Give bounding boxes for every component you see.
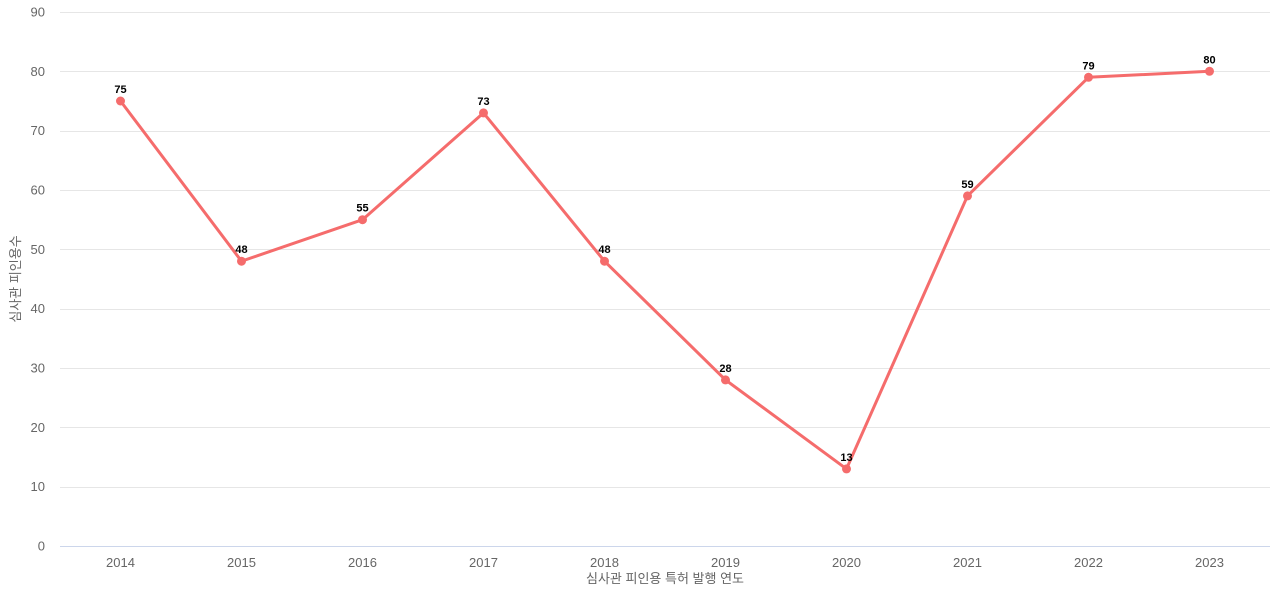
y-tick-label: 70 <box>31 123 45 138</box>
y-tick-label: 20 <box>31 420 45 435</box>
data-point-marker[interactable] <box>358 215 367 225</box>
x-axis-title: 심사관 피인용 특허 발행 연도 <box>586 571 744 586</box>
y-tick-label: 90 <box>31 5 45 20</box>
data-label: 48 <box>598 244 610 256</box>
y-tick-label: 60 <box>31 183 45 198</box>
y-tick-label: 40 <box>31 301 45 316</box>
data-point-marker[interactable] <box>479 108 488 118</box>
x-tick-label: 2017 <box>469 555 498 570</box>
data-point-marker[interactable] <box>842 464 851 474</box>
x-tick-label: 2016 <box>348 555 377 570</box>
data-point-marker[interactable] <box>116 96 125 106</box>
x-tick-label: 2022 <box>1074 555 1103 570</box>
x-tick-label: 2020 <box>832 555 861 570</box>
y-axis-title: 심사관 피인용수 <box>8 235 23 322</box>
x-tick-label: 2018 <box>590 555 619 570</box>
data-label: 28 <box>719 363 731 375</box>
y-tick-label: 0 <box>38 539 45 554</box>
x-tick-label: 2021 <box>953 555 982 570</box>
y-tick-label: 50 <box>31 242 45 257</box>
data-point-marker[interactable] <box>600 256 609 266</box>
data-label: 73 <box>477 96 489 108</box>
data-label: 79 <box>1082 60 1094 72</box>
data-point-marker[interactable] <box>721 375 730 385</box>
data-label: 13 <box>840 452 852 464</box>
x-tick-label: 2014 <box>106 555 135 570</box>
y-tick-label: 10 <box>31 479 45 494</box>
series-line <box>119 69 1211 471</box>
y-tick-label: 30 <box>31 361 45 376</box>
data-labels: 75 48 55 73 48 28 13 59 79 80 <box>114 54 1215 464</box>
data-label: 48 <box>235 244 247 256</box>
data-point-marker[interactable] <box>1084 72 1093 82</box>
data-point-marker[interactable] <box>1205 66 1214 76</box>
x-axis-tick-labels: 2014 2015 2016 2017 2018 2019 2020 2021 2022 2023 <box>106 555 1224 570</box>
x-tick-label: 2019 <box>711 555 740 570</box>
data-label: 75 <box>114 84 126 96</box>
data-label: 80 <box>1203 54 1215 66</box>
y-tick-label: 80 <box>31 64 45 79</box>
gridlines <box>60 12 1270 547</box>
data-point-marker[interactable] <box>237 256 246 266</box>
data-label: 59 <box>961 179 973 191</box>
data-label: 55 <box>356 203 368 215</box>
data-point-marker[interactable] <box>963 191 972 201</box>
x-tick-label: 2015 <box>227 555 256 570</box>
x-tick-label: 2023 <box>1195 555 1224 570</box>
data-point-markers <box>116 66 1214 474</box>
y-axis-tick-labels: 0 10 20 30 40 50 60 70 80 90 <box>31 5 45 554</box>
